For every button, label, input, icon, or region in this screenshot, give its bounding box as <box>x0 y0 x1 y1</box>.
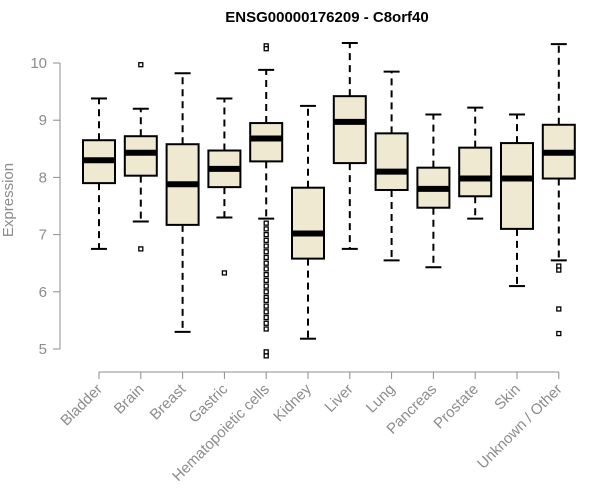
outlier-point <box>263 283 269 289</box>
box-group <box>332 41 367 250</box>
boxes <box>82 41 576 359</box>
box-group <box>541 43 576 337</box>
outlier-point <box>263 314 269 321</box>
outlier-point <box>263 297 269 304</box>
box-iqr <box>458 146 493 198</box>
y-tick-label: 7 <box>39 227 47 244</box>
outlier-point <box>263 249 269 255</box>
box-iqr <box>249 122 284 163</box>
outlier-point <box>556 330 562 337</box>
outlier-point <box>263 326 269 332</box>
outlier-point <box>263 271 269 278</box>
x-tick-label: Skin <box>491 381 524 414</box>
outlier-point <box>263 303 269 309</box>
outlier-point <box>263 266 269 272</box>
box-iqr <box>332 95 367 165</box>
box-group <box>82 97 116 250</box>
box-group <box>207 97 242 276</box>
outlier-point <box>263 254 269 261</box>
outlier-point <box>556 306 562 312</box>
y-tick-label: 6 <box>39 284 47 301</box>
box-iqr <box>374 132 409 191</box>
box-group <box>165 72 200 333</box>
x-tick-label: Bladder <box>57 381 106 430</box>
x-tick-label: Breast <box>147 380 190 423</box>
x-tick-label: Lung <box>363 381 399 417</box>
outlier-point <box>221 270 228 276</box>
box-group <box>416 113 451 269</box>
outlier-point <box>263 243 269 249</box>
outlier-point <box>263 320 269 326</box>
outlier-point <box>263 277 269 284</box>
outlier-point <box>263 237 269 243</box>
box-iqr <box>500 142 534 230</box>
outlier-point <box>263 46 269 52</box>
chart-title: ENSG00000176209 - C8orf40 <box>225 9 428 26</box>
box-group <box>291 104 325 340</box>
outlier-point <box>138 62 144 68</box>
x-tick-label: Kidney <box>270 380 315 425</box>
outlier-point <box>263 353 269 359</box>
axes: 5 6 7 8 9 10 <box>30 55 560 379</box>
box-group <box>123 62 158 252</box>
box-group <box>500 113 534 288</box>
box-group <box>249 43 284 359</box>
outlier-point <box>263 309 269 315</box>
y-tick-label: 8 <box>39 169 47 186</box>
x-tick-label: Liver <box>322 381 357 416</box>
y-axis-label: Expression <box>0 163 17 237</box>
x-tick-label: Brain <box>111 381 148 418</box>
outlier-point <box>263 231 269 238</box>
outlier-point <box>138 246 144 252</box>
outlier-point <box>263 289 269 295</box>
y-tick-label: 9 <box>39 112 47 129</box>
box-group <box>458 106 493 220</box>
x-tick-label: Prostate <box>430 381 482 433</box>
y-tick-label: 10 <box>30 55 47 72</box>
box-iqr <box>291 186 325 260</box>
box-group <box>374 70 409 262</box>
outlier-point <box>263 260 269 266</box>
outlier-point <box>263 220 269 226</box>
box-iqr <box>123 135 158 177</box>
outlier-point <box>556 267 562 273</box>
outlier-point <box>263 226 269 232</box>
y-tick-label: 5 <box>39 341 47 358</box>
